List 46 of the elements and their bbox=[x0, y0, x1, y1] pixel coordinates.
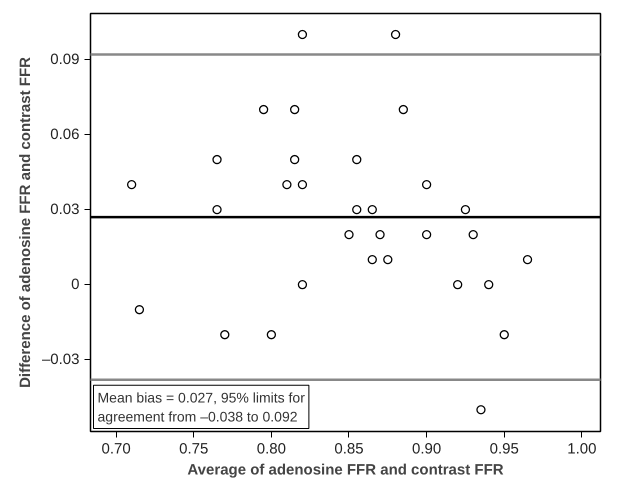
y-tick-label: 0.09 bbox=[50, 51, 80, 68]
x-tick-label: 0.90 bbox=[412, 440, 442, 458]
y-tick-label: 0.03 bbox=[50, 201, 80, 218]
x-tick-label: 0.70 bbox=[102, 440, 131, 458]
point bbox=[352, 154, 362, 164]
point bbox=[352, 204, 362, 214]
point bbox=[460, 204, 470, 214]
x-tick-label: 0.75 bbox=[179, 440, 208, 458]
point bbox=[484, 280, 494, 290]
point bbox=[220, 330, 230, 340]
point bbox=[453, 280, 462, 290]
point bbox=[298, 280, 308, 290]
point bbox=[298, 30, 308, 40]
point bbox=[422, 230, 432, 240]
point bbox=[212, 204, 222, 214]
annotation: Mean bias = 0.027, 95% limits for agreement from –0.038 to 0.092 bbox=[98, 389, 306, 424]
point bbox=[398, 104, 408, 114]
point bbox=[383, 255, 392, 264]
point bbox=[282, 180, 292, 190]
point bbox=[390, 30, 400, 40]
point bbox=[298, 180, 308, 190]
point bbox=[476, 405, 486, 414]
point bbox=[375, 230, 385, 240]
x-tick-label: 1.00 bbox=[567, 440, 596, 458]
x-tick-label: 0.95 bbox=[490, 440, 519, 458]
x-axis-title: Average of adenosine FFR and contrast FFR bbox=[187, 462, 504, 478]
point bbox=[134, 305, 144, 314]
point bbox=[368, 255, 377, 264]
point bbox=[368, 204, 377, 214]
y-tick-label: 0 bbox=[71, 276, 80, 294]
point bbox=[422, 180, 432, 190]
point bbox=[522, 255, 532, 264]
point bbox=[258, 104, 268, 114]
point bbox=[468, 230, 478, 240]
y-tick-label: –0.03 bbox=[42, 351, 80, 368]
point bbox=[212, 154, 222, 164]
x-tick-label: 0.85 bbox=[334, 440, 364, 458]
y-axis-title: Difference of adenosine FFR and contrast FFR bbox=[16, 56, 34, 388]
point bbox=[126, 180, 136, 190]
point bbox=[290, 104, 300, 114]
point bbox=[290, 154, 300, 164]
point bbox=[500, 330, 509, 340]
x-tick-label: 0.80 bbox=[256, 440, 286, 458]
point bbox=[344, 230, 354, 240]
point bbox=[266, 330, 276, 340]
y-tick-label: 0.06 bbox=[50, 126, 80, 144]
